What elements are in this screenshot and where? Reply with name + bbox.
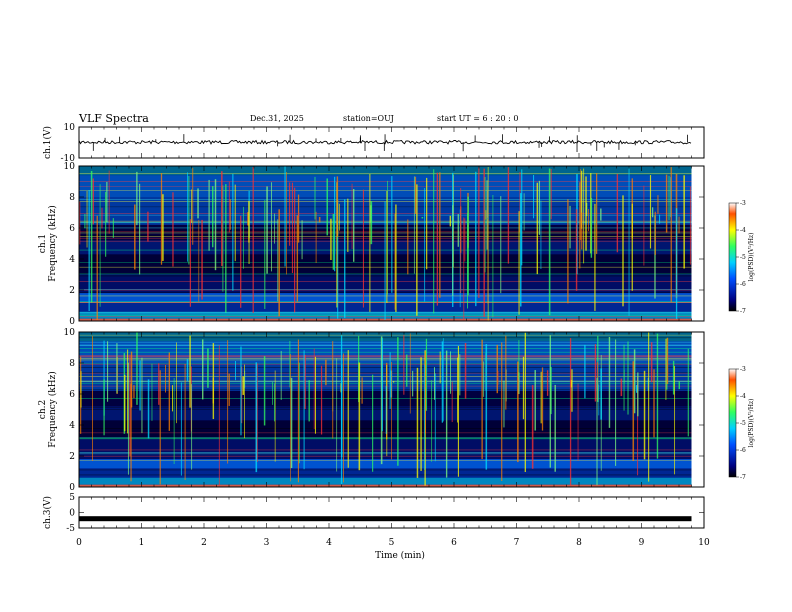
ch1-spec-axes: 0 2 4 6 8 10 ch.1 Frequency (kHz) xyxy=(38,162,705,327)
ch2-spec-y-label: Frequency (kHz) xyxy=(47,371,58,448)
ch2-spec-band-9 xyxy=(79,477,692,485)
ch2-spec-y-tick-label: 8 xyxy=(69,359,75,369)
ch1-spec-colorbar-tick-label: -7 xyxy=(740,308,746,315)
ch2-spec-colorbar-tick-label: -3 xyxy=(740,366,746,373)
chart-date: Dec.31, 2025 xyxy=(250,114,304,123)
x-tick-label: 6 xyxy=(451,538,457,548)
x-tick-label: 5 xyxy=(389,538,395,548)
ch1-spec-y-label: Frequency (kHz) xyxy=(47,205,58,282)
ch1-wave-y-tick-label: 10 xyxy=(64,123,76,133)
ch3-wave-y-label: ch.3(V) xyxy=(42,496,53,529)
ch2-spec-band-7 xyxy=(79,459,692,469)
ch2-spec-spectrogram xyxy=(79,332,692,487)
x-tick-label: 8 xyxy=(576,538,582,548)
ch2-spec-colorbar-tick-label: -7 xyxy=(740,474,746,481)
ch2-spec-colorbar-scale xyxy=(728,368,737,478)
ch1-spec-colorbar-tick-label: -4 xyxy=(740,227,746,234)
ch1-spec-band-0 xyxy=(79,166,692,176)
ch2-spec-y-tick-label: 2 xyxy=(69,452,75,462)
ch2-spec-y-tick-label: 0 xyxy=(69,483,75,493)
ch1-wave-y-tick-label: -10 xyxy=(61,154,76,164)
x-tick-label: 10 xyxy=(698,538,710,548)
ch1-spec-y-tick-label: 0 xyxy=(69,317,75,327)
ch2-spec-y-tick-label: 4 xyxy=(69,421,75,431)
ch1-spec-colorbar-scale xyxy=(728,202,737,312)
ch2-spec-colorbar-tick-label: -6 xyxy=(740,447,746,454)
ch2-spec-band-5 xyxy=(79,420,692,439)
ch1-spec-y-tick-label: 8 xyxy=(69,193,75,203)
x-tick-label: 1 xyxy=(139,538,145,548)
ch1-spec-spectrogram xyxy=(79,166,692,321)
ch1-wave-y-label: ch.1(V) xyxy=(42,126,53,159)
ch2-spec-colorbar: -3 -4 -5 -6 -7 log(PSD)(V²/Hz) xyxy=(728,366,755,481)
x-tick-label: 2 xyxy=(201,538,207,548)
ch2-spec-band-4 xyxy=(79,406,692,421)
x-tick-label: 7 xyxy=(514,538,520,548)
ch2-spec-colorbar-tick-label: -4 xyxy=(740,393,746,400)
x-tick-label: 9 xyxy=(639,538,645,548)
ch3-wave-y-tick-label: 5 xyxy=(69,493,75,503)
chart-station: station=OUJ xyxy=(343,114,394,123)
ch2-spec-band-10 xyxy=(79,484,692,487)
ch3-wave-axes: 50-5ch.3(V)0 1 2 3 4 5 6 7 8 9 10 xyxy=(42,493,710,548)
ch1-spec-band-1 xyxy=(79,175,692,197)
ch1-spec-y-label: ch.1 xyxy=(38,234,48,253)
chart-title: VLF Spectra xyxy=(79,112,149,125)
ch2-spec-band-3 xyxy=(79,390,692,407)
ch1-spec-colorbar: -3 -4 -5 -6 -7 log(PSD)(V²/Hz) xyxy=(728,200,755,315)
x-tick-label: 3 xyxy=(264,538,270,548)
ch1-spec-colorbar-tick-label: -6 xyxy=(740,281,746,288)
ch2-spec-colorbar-label: log(PSD)(V²/Hz) xyxy=(748,399,755,448)
ch1-spec-y-tick-label: 10 xyxy=(64,162,76,172)
ch2-spec-y-label: ch.2 xyxy=(38,400,48,419)
ch3-wave-y-tick-label: 0 xyxy=(69,509,75,519)
chart-start-time: start UT = 6 : 20 : 0 xyxy=(437,114,519,123)
ch1-spec-colorbar-label: log(PSD)(V²/Hz) xyxy=(748,233,755,282)
ch1-spec-colorbar-tick-label: -3 xyxy=(740,200,746,207)
ch2-spec-band-0 xyxy=(79,332,692,342)
x-axis-label: Time (min) xyxy=(375,550,425,561)
ch1-spec-y-tick-label: 2 xyxy=(69,286,75,296)
ch2-spec-axes: 0 2 4 6 8 10 ch.2 Frequency (kHz) xyxy=(38,328,705,493)
x-tick-label: 0 xyxy=(76,538,82,548)
ch1-spec-colorbar-tick-label: -5 xyxy=(740,254,746,261)
ch1-spec-y-tick-label: 4 xyxy=(69,255,75,265)
ch2-spec-band-8 xyxy=(79,468,692,478)
ch2-spec-y-tick-label: 6 xyxy=(69,390,75,400)
ch3-wave-y-tick-label: -5 xyxy=(66,524,75,534)
ch2-spec-colorbar-tick-label: -5 xyxy=(740,420,746,427)
ch1-wave-axes: 10 -10 ch.1(V) xyxy=(42,123,705,164)
ch3-wave-trace xyxy=(79,516,692,522)
ch2-spec-y-tick-label: 10 xyxy=(64,328,76,338)
x-tick-label: 4 xyxy=(326,538,332,548)
ch1-spec-y-tick-label: 6 xyxy=(69,224,75,234)
